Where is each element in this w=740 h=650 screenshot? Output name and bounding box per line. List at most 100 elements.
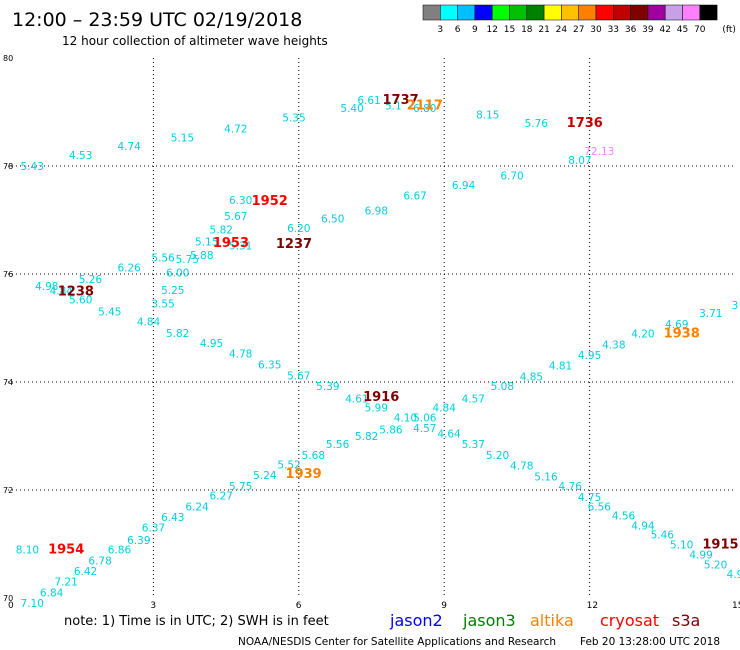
y-tick-label: 72 <box>3 486 13 495</box>
wave-height-value: 4.61 <box>345 394 368 406</box>
wave-height-value: 5.1 <box>385 100 402 112</box>
scale-label: 21 <box>538 25 549 35</box>
wave-height-value: 4.99 <box>689 550 712 562</box>
wave-height-value: 5.16 <box>534 471 558 483</box>
chart-subtitle: 12 hour collection of altimeter wave hei… <box>62 34 328 48</box>
legend-entry-cryosat: cryosat <box>600 611 659 630</box>
wave-height-value: 6.20 <box>287 223 310 235</box>
scale-swatch <box>526 4 545 21</box>
scale-swatch <box>630 4 649 21</box>
chart-title: 12:00 – 23:59 UTC 02/19/2018 <box>12 9 302 31</box>
wave-height-value: 5.46 <box>651 530 675 542</box>
wave-height-value: 8.10 <box>16 545 39 557</box>
wave-height-value: 5.45 <box>98 307 121 319</box>
wave-height-value: 5.56 <box>151 253 175 265</box>
scale-label: 27 <box>573 25 584 35</box>
wave-height-value: 5.67 <box>287 370 310 382</box>
wave-height-value: 3 <box>732 300 739 312</box>
x-tick-label: 0 <box>8 601 14 611</box>
y-tick-label: 80 <box>3 54 13 63</box>
wave-height-value: 5.20 <box>486 450 509 462</box>
wave-height-value: 5.75 <box>229 481 252 493</box>
wave-height-value: 5.75 <box>176 254 199 266</box>
satellite-legend: jason2 jason3 altika cryosat s3a <box>389 611 700 630</box>
wave-height-value: 4.9 <box>727 569 740 581</box>
wave-height-value: 5.43 <box>21 161 44 173</box>
wave-height-value: 5.60 <box>69 295 92 307</box>
wave-height-value: 4.75 <box>578 492 601 504</box>
wave-height-value: 4.94 <box>631 520 655 532</box>
wave-height-value: 5.76 <box>525 118 549 130</box>
scale-label: 70 <box>694 25 706 35</box>
scale-unit: (ft) <box>722 25 736 35</box>
color-scale: 3 6 9 12 15 18 21 24 27 30 33 36 39 42 45 70 (ft) <box>422 4 736 35</box>
wave-height-value: 6.35 <box>258 360 281 372</box>
wave-height-value: 4.84 <box>137 316 161 328</box>
wave-height-value: 5.86 <box>379 424 403 436</box>
wave-height-value: 4.95 <box>578 350 601 362</box>
wave-height-value: 4.74 <box>117 141 141 153</box>
wave-height-value: 8.15 <box>476 109 499 121</box>
pass-time-label: 1916 <box>363 390 399 405</box>
scale-label: 15 <box>504 25 515 35</box>
wave-height-value: 4.85 <box>520 371 543 383</box>
wave-height-value: 4.98 <box>35 281 58 293</box>
wave-height-value: 5.06 <box>413 412 437 424</box>
pass-time-label: 1939 <box>286 467 322 482</box>
wave-height-value: 6.56 <box>588 502 612 514</box>
wave-height-value: 5.25 <box>161 285 184 297</box>
wave-height-value: 5.39 <box>316 381 339 393</box>
wave-height-value: 5.68 <box>302 450 325 462</box>
wave-height-value: 6.27 <box>210 491 233 503</box>
wave-height-value: 4.57 <box>413 423 436 435</box>
wave-height-value: 4.57 <box>462 394 485 406</box>
scale-label: 12 <box>486 25 497 35</box>
scale-swatch <box>440 4 458 21</box>
wave-height-value: 4.84 <box>50 286 74 298</box>
wave-height-value: 5.99 <box>365 403 388 415</box>
wave-height-value: 4.81 <box>549 361 572 373</box>
wave-height-value: 5.31 <box>229 241 252 253</box>
wave-height-value: 4.38 <box>602 340 625 352</box>
wave-height-value: 4.76 <box>559 481 583 493</box>
wave-height-value: 6.86 <box>108 545 132 557</box>
wave-height-value: 5.15 <box>195 236 218 248</box>
scale-label: 18 <box>521 25 533 35</box>
wave-height-value: 5.26 <box>79 274 103 286</box>
scale-label: 36 <box>625 25 637 35</box>
scale-label: 30 <box>590 25 602 35</box>
pass-time-label: 1736 <box>567 116 603 131</box>
wave-height-value: 6.61 <box>357 95 380 107</box>
wave-height-value: 5.52 <box>277 459 300 471</box>
wave-height-value: 8.07 <box>568 155 591 167</box>
scale-swatch <box>613 4 631 21</box>
x-tick-label: 3 <box>150 601 156 611</box>
wave-height-value: 6.00 <box>166 268 189 280</box>
wave-height-value: 5.37 <box>462 439 485 451</box>
wave-height-value: 5.82 <box>355 431 378 443</box>
wave-height-value: 4.64 <box>437 429 461 441</box>
wave-height-value: 4.69 <box>665 319 688 331</box>
y-tick-label: 74 <box>3 378 13 387</box>
wave-height-value: 5.10 <box>670 539 693 551</box>
wave-height-value: 4.78 <box>229 349 252 361</box>
legend-entry-s3a: s3a <box>672 611 700 630</box>
pass-time-label: 1938 <box>664 327 700 342</box>
wave-height-value: 6.24 <box>185 502 209 514</box>
wave-height-value: 5.15 <box>171 133 194 145</box>
timestamp: Feb 20 13:28:00 UTC 2018 <box>580 636 720 648</box>
wave-height-value: 5.56 <box>326 439 350 451</box>
wave-height-value: 6.80 <box>413 103 436 115</box>
scale-swatch <box>595 4 614 21</box>
wave-height-value: 6.78 <box>88 556 111 568</box>
wave-height-value: 6.70 <box>500 171 523 183</box>
scale-label: 33 <box>608 25 619 35</box>
pass-time-label: 1915 <box>702 537 738 552</box>
scale-swatch <box>682 4 701 21</box>
scale-label: 39 <box>642 25 654 35</box>
y-tick-label: 78 <box>3 162 13 171</box>
wave-height-value: 4.72 <box>224 124 247 136</box>
pass-time-label: 2117 <box>407 98 443 113</box>
wave-height-value: 5.24 <box>253 470 277 482</box>
